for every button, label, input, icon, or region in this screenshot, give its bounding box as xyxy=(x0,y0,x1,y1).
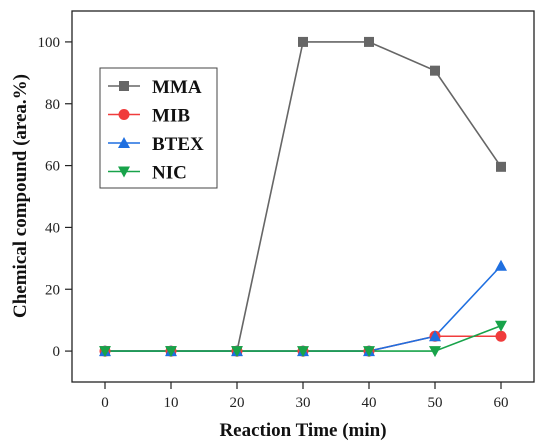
point-btex-60 xyxy=(495,259,507,271)
y-tick-label-100: 100 xyxy=(38,35,61,51)
legend-marker-btex xyxy=(118,137,130,148)
x-tick-label-10: 10 xyxy=(164,395,179,411)
point-nic-40 xyxy=(363,346,375,358)
y-tick-label-20: 20 xyxy=(45,282,60,298)
x-tick-label-30: 30 xyxy=(296,395,311,411)
plot-frame xyxy=(71,10,535,383)
point-mma-40 xyxy=(364,36,374,47)
series-markers xyxy=(99,36,507,358)
x-axis-title: Reaction Time (min) xyxy=(219,420,386,441)
legend-marker-mib xyxy=(118,109,130,120)
x-tick-label-0: 0 xyxy=(101,395,109,411)
point-mma-50 xyxy=(430,65,440,76)
series-line-btex xyxy=(105,265,502,352)
legend-label-mib: MIB xyxy=(152,106,190,127)
point-mma-60 xyxy=(496,161,506,172)
point-mma-30 xyxy=(298,36,308,47)
legend-label-btex: BTEX xyxy=(152,134,204,155)
axis-ticks: 0 10 20 30 40 50 60 0 20 40 60 80 100 xyxy=(38,35,509,411)
point-nic-60 xyxy=(495,320,507,332)
legend: MMA MIB BTEX NIC xyxy=(99,67,218,189)
point-nic-50 xyxy=(429,346,441,358)
point-btex-50 xyxy=(429,330,441,342)
x-tick-label-60: 60 xyxy=(494,395,509,411)
point-nic-30 xyxy=(297,346,309,358)
y-tick-label-80: 80 xyxy=(45,97,60,113)
legend-label-mma: MMA xyxy=(152,77,202,98)
y-axis-title: Chemical compound (area.%) xyxy=(10,74,31,318)
y-tick-label-0: 0 xyxy=(53,344,61,360)
point-nic-20 xyxy=(231,346,243,358)
legend-label-nic: NIC xyxy=(152,163,187,184)
y-tick-label-40: 40 xyxy=(45,220,60,236)
point-nic-10 xyxy=(165,346,177,358)
legend-marker-mma xyxy=(119,81,129,91)
x-tick-label-20: 20 xyxy=(230,395,245,411)
point-nic-0 xyxy=(99,346,111,358)
legend-marker-nic xyxy=(118,166,130,178)
x-tick-label-40: 40 xyxy=(362,395,377,411)
y-tick-label-60: 60 xyxy=(45,159,60,175)
x-tick-label-50: 50 xyxy=(428,395,443,411)
point-mib-60 xyxy=(495,330,507,342)
